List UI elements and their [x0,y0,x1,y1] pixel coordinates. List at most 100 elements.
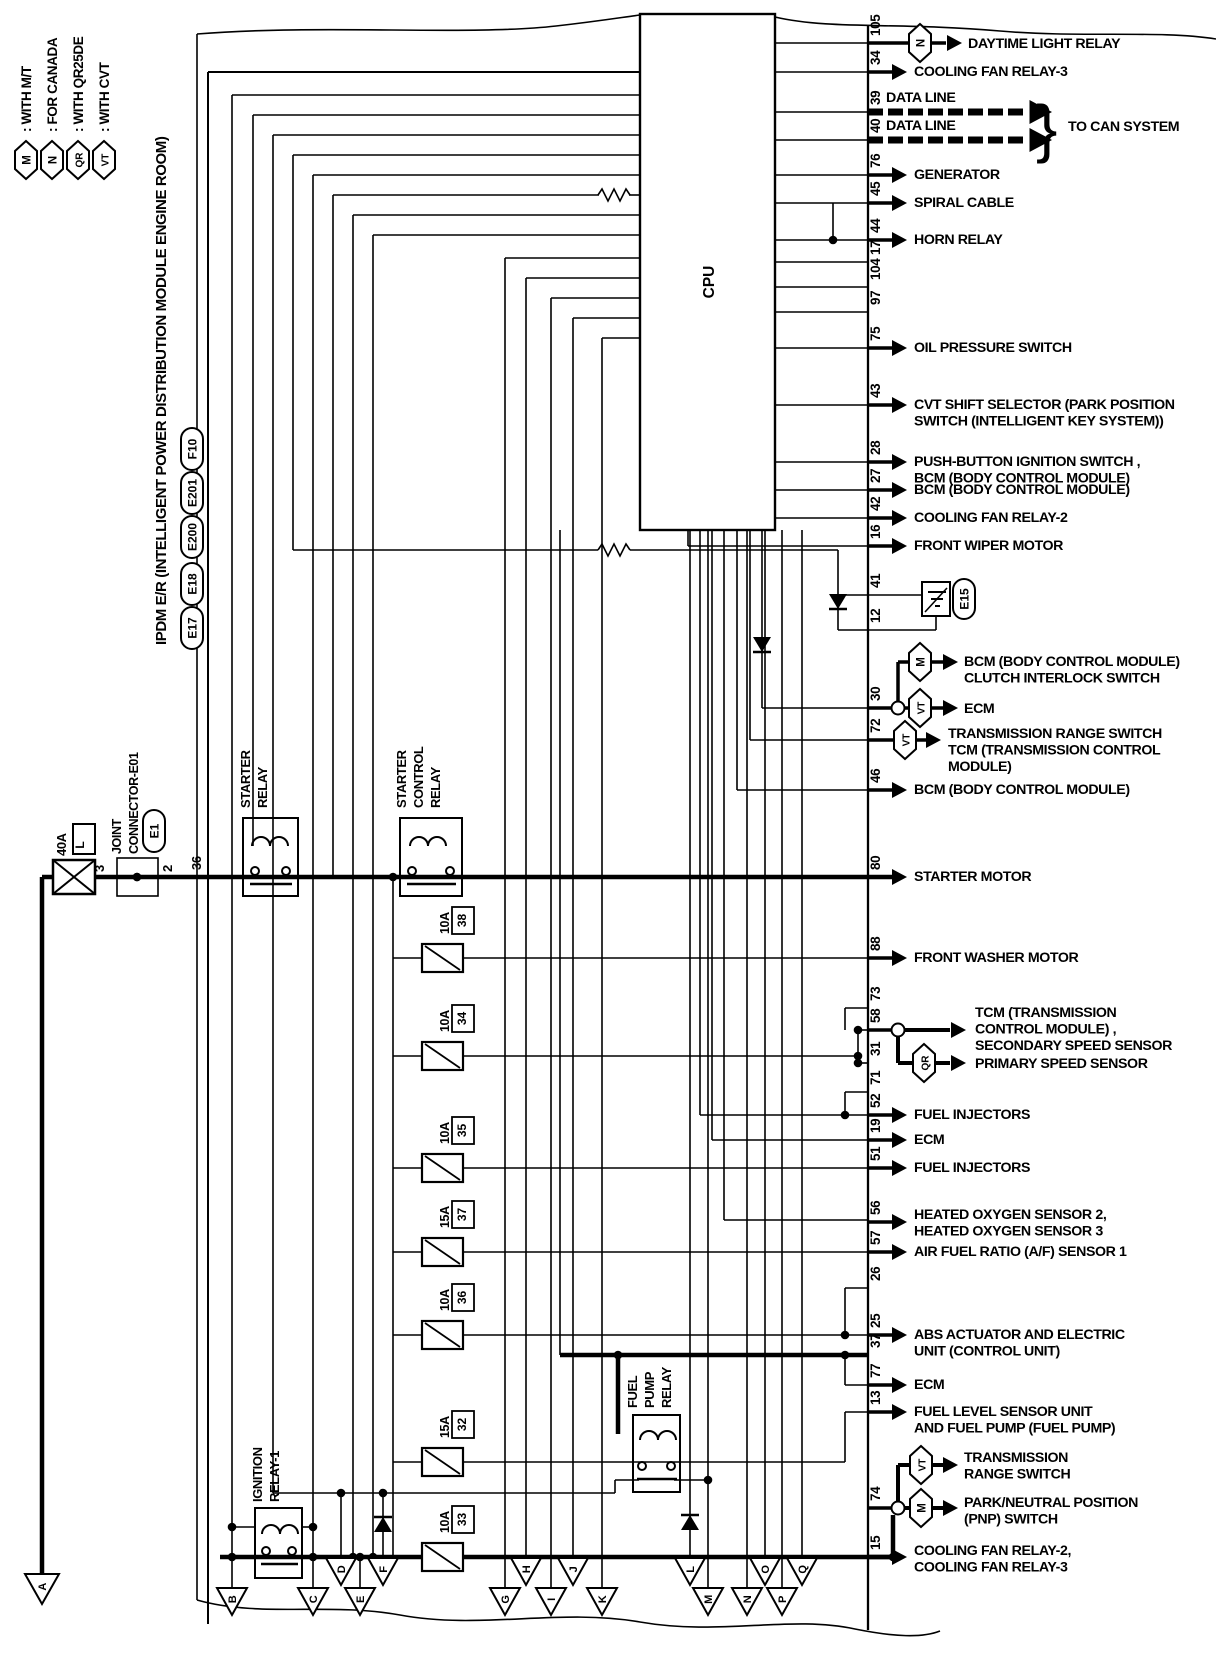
output-label: ECM [914,1132,944,1148]
arrowhead [943,1500,958,1516]
output-label: COOLING FAN RELAY-2, [914,1543,1071,1559]
output-label: CVT SHIFT SELECTOR (PARK POSITION [914,397,1175,413]
arrowhead [951,1022,966,1038]
pin-number: 37 [868,1334,883,1348]
pin-number: 51 [868,1146,883,1161]
junction-dot [840,1350,850,1360]
pin-number: 76 [868,153,883,168]
diode-icon [681,1515,699,1530]
page-connector-letter: N [742,1595,754,1603]
cpu-block [638,12,777,532]
starter-control-relay-label: CONTROL [411,746,426,808]
fuse-rating: 15A [438,1416,452,1438]
pin-number: 36 [189,856,204,870]
fuse-slot: 34 [455,1012,469,1026]
page-connector-letter: P [777,1596,789,1603]
joint-connector-label: CONNECTOR-E01 [127,752,141,854]
page-connector-triangle [673,1557,707,1588]
arrowhead [892,1160,907,1176]
page-connector-letter: F [378,1566,390,1573]
connector-code: E1 [148,823,162,838]
arrowhead [892,1107,907,1123]
pin-number: 40 [868,119,883,133]
page-connector-letter: K [597,1595,609,1603]
pin-number: 43 [868,383,883,398]
pin-number: 31 [868,1041,883,1056]
fuse-slot-box [451,1200,475,1229]
variant-tag-label: VT [902,734,913,747]
fuse-slot: 32 [455,1418,469,1432]
connector-code-pill [952,578,976,620]
page-connector-letter: O [760,1565,772,1574]
fuel-pump-relay-label: PUMP [642,1371,657,1408]
pin-number: 58 [868,1008,883,1023]
joint-connector-label: JOINT [110,818,124,854]
output-label: PARK/NEUTRAL POSITION [964,1495,1138,1511]
sheet-torn-edge-bottom [196,1599,941,1637]
arrowhead [892,1377,907,1393]
pin-number: 3 [92,865,107,872]
arrowhead [951,1055,966,1071]
ignition-relay-1-label: RELAY-1 [267,1451,282,1502]
fuse-slot: 36 [455,1291,469,1305]
output-label: DAYTIME LIGHT RELAY [968,36,1121,52]
arrowhead [947,35,962,51]
output-label: (PNP) SWITCH [964,1512,1058,1528]
page-connector-triangle [296,1587,330,1618]
relay-contact-icon [250,866,260,876]
pin-number: 46 [868,768,883,783]
relay-contact-icon [407,866,417,876]
junction-dot [388,872,398,882]
page-connector-letter: Q [797,1565,809,1574]
output-label: TRANSMISSION RANGE SWITCH [948,726,1162,742]
relay-contact-icon [445,866,455,876]
pin-number: 41 [868,573,883,588]
output-label: FUEL INJECTORS [914,1160,1030,1176]
fuse-diagonal [424,1043,461,1069]
arrowhead [892,1244,907,1260]
fuse-diagonal [424,1449,461,1475]
junction-dot [227,1522,237,1532]
arrowhead [892,167,907,183]
output-label: CONTROL MODULE) , [975,1022,1116,1038]
page-connector-letter: C [308,1595,320,1603]
pin-number: 26 [868,1266,883,1281]
output-label: FRONT WASHER MOTOR [914,950,1079,966]
output-label: BCM (BODY CONTROL MODULE) [914,782,1130,798]
pin-number: 15 [868,1535,883,1550]
output-label: HEATED OXYGEN SENSOR 2, [914,1207,1106,1223]
variant-tag-hexagon [92,139,116,181]
output-label: AIR FUEL RATIO (A/F) SENSOR 1 [914,1244,1127,1260]
relay-box [254,1507,303,1579]
relay-box [632,1414,681,1493]
junction-dot [613,1350,623,1360]
page-connector-triangle [509,1557,543,1588]
output-label: UNIT (CONTROL UNIT) [914,1344,1060,1360]
variant-tag-hexagon [908,687,932,729]
pin-number: 75 [868,326,883,341]
output-label: SPIRAL CABLE [914,195,1014,211]
diode-icon [374,1517,392,1532]
page-connector-triangle [556,1557,590,1588]
output-label: ABS ACTUATOR AND ELECTRIC [914,1327,1125,1343]
can-data-line-label: DATA LINE [886,90,955,106]
output-label: PRIMARY SPEED SENSOR [975,1056,1148,1072]
pin-number: 19 [868,1119,883,1133]
relay-contact-icon [637,1461,647,1471]
pin-number: 42 [868,497,883,511]
fuse-rating: 10A [438,1289,452,1311]
variant-tag-hexagon [909,1487,933,1529]
variant-tag-hexagon [14,139,38,181]
page-connector-letter: J [568,1566,580,1572]
connector-code-pill [142,809,166,853]
relay-coil-icon [261,1524,299,1535]
output-label: SWITCH (INTELLIGENT KEY SYSTEM)) [914,414,1164,430]
output-label: TCM (TRANSMISSION [975,1005,1117,1021]
fuse-slot-box [451,1283,475,1312]
variant-tag-label: M [917,1503,929,1513]
junction-dot [853,1025,863,1035]
variant-tag-hexagon [66,139,90,181]
relay-contact-icon [261,1546,271,1556]
page-connector-triangle [748,1557,782,1588]
